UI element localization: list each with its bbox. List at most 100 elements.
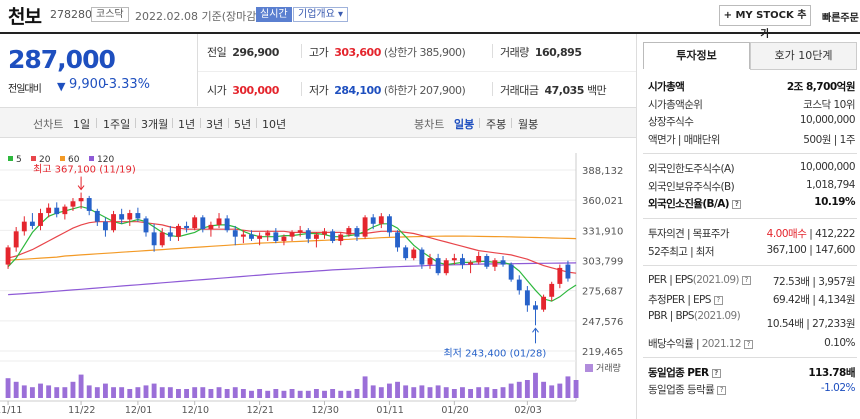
candle-body <box>524 290 530 306</box>
volume-bar <box>370 385 376 398</box>
period-10y[interactable]: 10년 <box>262 118 287 131</box>
volume-bar <box>62 387 68 398</box>
volume-bar <box>13 381 19 398</box>
ma120-line <box>8 262 577 296</box>
quick-order-link[interactable]: 빠른주문 <box>822 13 859 24</box>
volume-bar <box>102 383 108 398</box>
tab-investment-info[interactable]: 투자정보 <box>643 42 750 70</box>
volume-bar <box>460 387 465 398</box>
realtime-button[interactable]: 실시간 <box>256 7 292 22</box>
tab-order-book[interactable]: 호가 10단계 <box>750 42 857 70</box>
volume-bar <box>435 385 441 398</box>
candle-body <box>395 232 400 248</box>
volume-bar <box>533 372 538 398</box>
volume-bar <box>167 387 173 398</box>
volume-bar <box>346 390 352 398</box>
x-tick-label: 01/11 <box>376 405 403 416</box>
candle-body <box>435 258 441 274</box>
candle-body <box>460 258 465 265</box>
volume-value: 160,895 <box>534 46 582 59</box>
volume-bar <box>143 385 149 398</box>
upper-limit: (상한가 385,900) <box>383 46 466 59</box>
candle-weekly[interactable]: 주봉 <box>486 118 507 131</box>
prev-close-value: 296,900 <box>232 46 279 59</box>
candle-body <box>484 255 490 267</box>
candle-body <box>151 232 157 246</box>
volume-bar <box>549 385 555 398</box>
period-3m[interactable]: 3개월 <box>141 118 169 131</box>
row-divider <box>643 218 857 219</box>
est-per-label: 추정PER | EPS ? <box>648 292 723 307</box>
period-3y[interactable]: 3년 <box>206 118 224 131</box>
per-value: 72.53배 | 3,957원 <box>772 276 856 288</box>
candle-body <box>216 218 222 225</box>
high-label: 고가 <box>309 46 329 59</box>
x-tick-label: 02/03 <box>514 405 541 416</box>
candle-body <box>313 234 319 239</box>
candle-body <box>362 217 368 237</box>
candle-body <box>346 228 352 235</box>
legend-swatch <box>60 156 65 161</box>
volume-bar <box>419 385 425 398</box>
ma60-line <box>8 235 577 261</box>
info-label: 시가총액순위 <box>648 98 703 111</box>
candle-body <box>411 249 417 259</box>
price-chart-svg: 388,132 360,021 331,910 303,799 275,687 247,5… <box>0 139 636 419</box>
volume-bar <box>468 389 474 398</box>
info-label: 외국인소진율(B/A) ? <box>648 196 741 211</box>
week52-label: 52주최고 | 최저 <box>648 246 714 258</box>
amount-unit: 백만 <box>586 84 607 97</box>
volume-bar <box>524 380 530 398</box>
y-tick-label: 360,021 <box>582 196 623 207</box>
info-label: 시가총액 <box>648 81 685 93</box>
period-1w[interactable]: 1주일 <box>103 118 131 131</box>
legend-swatch <box>8 156 13 161</box>
volume-bar <box>200 387 206 398</box>
open-value: 300,000 <box>232 84 279 97</box>
amount-label: 거래대금 <box>500 84 539 97</box>
company-overview-select[interactable]: 기업개요 ▾ <box>293 7 348 22</box>
candle-body <box>192 217 198 229</box>
volume-bar <box>54 387 60 398</box>
volume-bar <box>127 389 133 398</box>
candle-body <box>240 234 246 237</box>
candle-body <box>533 305 538 310</box>
candle-body <box>508 264 514 280</box>
volume-bar <box>313 389 319 398</box>
info-value: 10,000,000 <box>799 114 856 126</box>
volume-bar <box>257 389 263 398</box>
volume-bar <box>573 380 579 398</box>
pbr-label: PBR | BPS(2021.09) <box>648 310 741 322</box>
candle-body <box>224 218 230 231</box>
volume-bar <box>362 376 368 398</box>
candle-body <box>62 206 68 215</box>
volume-bar <box>378 387 384 398</box>
candle-body <box>200 217 206 230</box>
period-1y[interactable]: 1년 <box>178 118 196 131</box>
pbr-value: 10.54배 | 27,233원 <box>766 318 856 330</box>
period-1d[interactable]: 1일 <box>73 118 91 131</box>
sector-change-label: 동일업종 등락률 ? <box>648 382 726 397</box>
add-mystock-button[interactable]: + MY STOCK 추가 <box>719 5 811 40</box>
row-divider <box>643 153 857 154</box>
x-tick-label: 11/11 <box>0 405 22 416</box>
divider <box>492 44 493 58</box>
info-label: 액면가 | 매매단위 <box>648 133 720 146</box>
candle-body <box>249 234 254 239</box>
volume-label: 거래량 <box>500 46 529 59</box>
week52-value: 367,100 | 147,600 <box>766 244 855 256</box>
candle-monthly[interactable]: 월봉 <box>518 118 539 131</box>
candle-body <box>13 231 19 248</box>
tab-underline <box>643 69 750 70</box>
candle-body <box>102 221 108 231</box>
candle-body <box>322 231 327 235</box>
candle-body <box>492 260 498 267</box>
candle-daily[interactable]: 일봉 <box>454 118 475 131</box>
volume-bar <box>273 389 279 398</box>
period-5y[interactable]: 5년 <box>234 118 252 131</box>
price-chart[interactable]: 388,132 360,021 331,910 303,799 275,687 247,5… <box>0 139 636 419</box>
volume-bar <box>541 381 547 398</box>
price-box <box>0 34 198 106</box>
volume-bar <box>111 387 116 398</box>
candle-body <box>565 264 571 279</box>
